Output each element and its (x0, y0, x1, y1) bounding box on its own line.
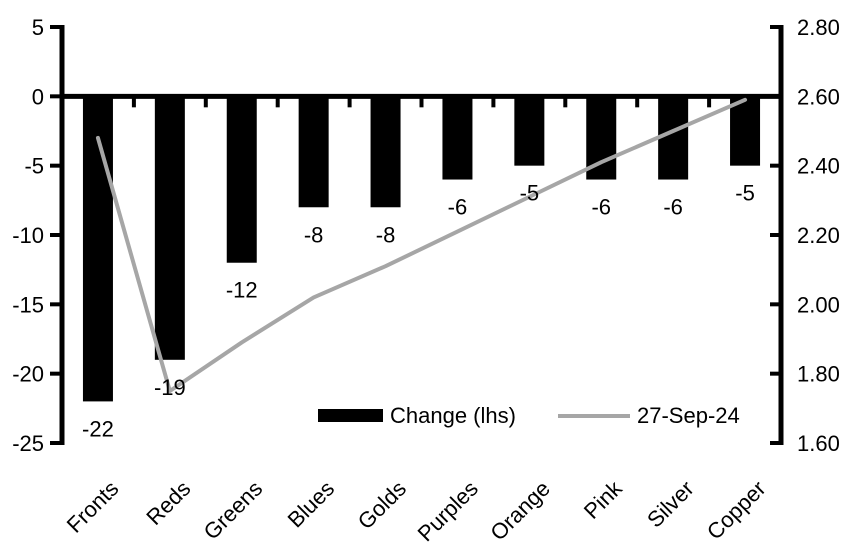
bar-blues (298, 96, 329, 208)
category-label-purples: Purples (413, 476, 483, 546)
bar-value-label-pink: -6 (591, 195, 611, 220)
category-label-golds: Golds (353, 476, 411, 534)
left-axis-tick-label: -5 (24, 154, 44, 179)
legend-item-date: 27-Sep-24 (637, 403, 740, 428)
bar-purples (442, 96, 473, 180)
category-label-silver: Silver (642, 476, 699, 533)
category-label-blues: Blues (283, 476, 340, 533)
left-axis-tick-label: -15 (12, 292, 44, 317)
bar-orange (514, 96, 545, 166)
bar-copper (730, 96, 761, 166)
category-label-reds: Reds (141, 476, 195, 530)
bar-value-label-purples: -6 (448, 195, 468, 220)
bar-greens (226, 96, 257, 263)
bar-silver (658, 96, 689, 180)
bar-golds (370, 96, 401, 208)
bar-value-label-orange: -5 (520, 181, 540, 206)
legend-line-swatch (558, 414, 630, 418)
bar-value-label-reds: -19 (154, 375, 186, 400)
bar-value-label-golds: -8 (376, 222, 396, 247)
right-axis-tick-label: 2.40 (797, 154, 840, 179)
legend-bar-swatch (318, 409, 383, 422)
right-axis-tick-label: 2.20 (797, 223, 840, 248)
right-axis-tick-label: 2.00 (797, 292, 840, 317)
bar-value-label-greens: -12 (226, 278, 258, 303)
right-axis-tick-label: 2.80 (797, 15, 840, 40)
line-series-27-sep-24 (95, 97, 748, 393)
bar-value-label-fronts: -22 (82, 416, 114, 441)
bar-reds (154, 96, 185, 360)
left-axis-tick-label: -20 (12, 362, 44, 387)
category-label-fronts: Fronts (62, 476, 124, 538)
left-axis-tick-label: -25 (12, 431, 44, 456)
category-label-orange: Orange (485, 476, 555, 546)
legend-item-change-lhs: Change (lhs) (390, 403, 516, 428)
left-axis-tick-label: -10 (12, 223, 44, 248)
right-axis-tick-label: 2.60 (797, 84, 840, 109)
bar-value-label-blues: -8 (304, 222, 324, 247)
left-axis-tick-label: 0 (32, 84, 44, 109)
left-axis-tick-label: 5 (32, 15, 44, 40)
category-label-greens: Greens (199, 476, 268, 545)
bar-fronts (82, 96, 113, 402)
bar-value-label-silver: -6 (663, 195, 683, 220)
category-label-copper: Copper (702, 476, 771, 545)
category-label-pink: Pink (579, 475, 628, 524)
bar-value-label-copper: -5 (735, 181, 755, 206)
right-axis-tick-label: 1.80 (797, 362, 840, 387)
right-axis-tick-label: 1.60 (797, 431, 840, 456)
